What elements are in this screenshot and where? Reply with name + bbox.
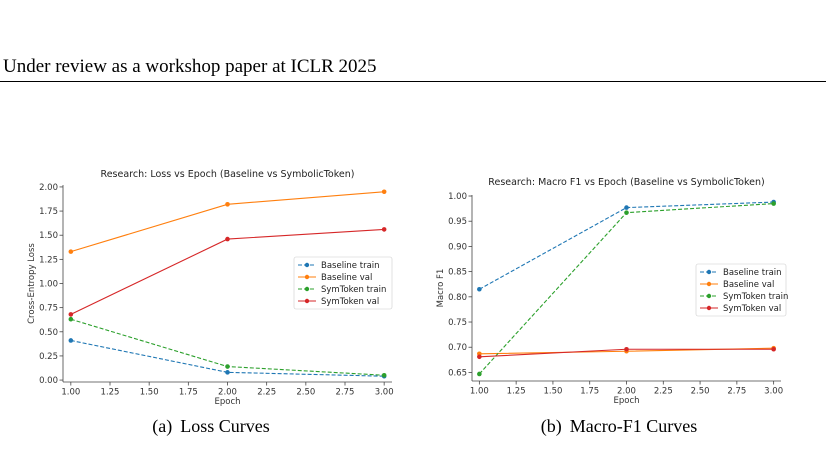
x-tick-label: 2.00 [218, 388, 237, 398]
x-axis-label: Epoch [214, 397, 240, 407]
caption-b-text: Macro-F1 Curves [569, 416, 698, 436]
y-tick-label: 1.00 [448, 192, 467, 202]
x-tick-label: 2.25 [257, 388, 276, 398]
y-tick-label: 0.85 [448, 268, 467, 278]
x-axis-label: Epoch [613, 396, 639, 406]
x-tick-label: 3.00 [375, 388, 394, 398]
legend-label-symtoken-train: SymToken train [723, 292, 788, 302]
y-tick-label: 0.25 [39, 352, 58, 362]
y-axis-label: Cross-Entropy Loss [27, 243, 37, 324]
y-tick-label: 0.50 [39, 328, 58, 338]
legend-marker-baseline-val [304, 274, 310, 280]
x-tick-label: 1.75 [580, 387, 599, 397]
legend-box [695, 263, 787, 317]
data-point-baseline-val [225, 202, 230, 207]
y-tick-label: 1.00 [39, 280, 58, 290]
legend-label-baseline-train: Baseline train [723, 268, 782, 278]
data-point-symtoken-train [771, 201, 776, 206]
data-point-symtoken-val [477, 354, 482, 360]
data-point-symtoken-train [381, 372, 387, 378]
legend-marker-baseline-val [706, 281, 712, 287]
data-point-symtoken-val [771, 346, 776, 352]
y-tick-label: 0.75 [448, 318, 467, 328]
data-point-baseline-val [68, 249, 74, 254]
y-tick-label: 1.25 [39, 255, 58, 265]
header-rule [0, 81, 826, 82]
legend-marker-symtoken-val [304, 298, 310, 304]
legend-label-baseline-val: Baseline val [321, 273, 372, 283]
y-tick-label: 0.80 [448, 293, 467, 303]
x-tick-label: 1.50 [543, 387, 562, 397]
y-tick-label: 2.00 [39, 183, 58, 193]
x-tick-label: 1.25 [507, 387, 526, 397]
y-tick-label: 0.70 [448, 343, 467, 353]
y-tick-label: 1.75 [39, 207, 58, 217]
data-point-baseline-train [225, 370, 230, 375]
x-tick-label: 3.00 [764, 387, 783, 397]
data-point-symtoken-train [68, 316, 74, 322]
data-point-symtoken-train [624, 210, 629, 215]
legend-marker-symtoken-train [706, 293, 712, 299]
data-point-symtoken-val [381, 227, 387, 232]
y-tick-label: 0.95 [448, 217, 467, 227]
chart-macro-f1: Research: Macro F1 vs Epoch (Baseline vs… [436, 177, 788, 406]
legend-label-symtoken-train: SymToken train [321, 285, 386, 295]
caption-a-number: (a) [152, 416, 173, 436]
legend-label-symtoken-val: SymToken val [321, 297, 379, 307]
chart-title: Research: Macro F1 vs Epoch (Baseline vs… [488, 177, 764, 188]
legend-marker-symtoken-train [304, 286, 310, 292]
data-point-baseline-val [381, 189, 387, 195]
x-tick-label: 1.50 [140, 388, 159, 398]
y-tick-label: 0.00 [39, 376, 58, 386]
caption-b: (b) Macro-F1 Curves [541, 416, 697, 437]
caption-a-text: Loss Curves [180, 416, 270, 436]
data-point-symtoken-val [624, 346, 629, 352]
x-tick-label: 1.00 [61, 388, 80, 398]
data-point-symtoken-val [68, 312, 74, 317]
x-tick-label: 2.75 [336, 388, 355, 398]
data-point-baseline-train [68, 338, 74, 343]
data-point-symtoken-val [225, 236, 230, 242]
y-axis-label: Macro F1 [436, 269, 446, 308]
x-tick-label: 1.75 [179, 388, 198, 398]
legend-box [293, 256, 393, 310]
legend-label-symtoken-val: SymToken val [723, 304, 781, 314]
x-tick-label: 1.25 [101, 388, 120, 398]
y-tick-label: 0.65 [448, 368, 467, 378]
x-tick-label: 2.00 [617, 387, 636, 397]
chart-loss: Research: Loss vs Epoch (Baseline vs Sym… [27, 169, 394, 407]
data-point-baseline-train [624, 205, 629, 210]
legend-marker-baseline-train [706, 269, 712, 275]
data-point-symtoken-train [225, 364, 230, 369]
caption-a: (a) Loss Curves [152, 416, 269, 437]
legend-label-baseline-val: Baseline val [723, 280, 774, 290]
y-tick-label: 0.75 [39, 304, 58, 314]
x-tick-label: 2.50 [296, 388, 315, 398]
running-head: Under review as a workshop paper at ICLR… [3, 56, 377, 77]
legend-marker-baseline-train [304, 262, 310, 268]
x-tick-label: 2.75 [727, 387, 746, 397]
caption-b-number: (b) [540, 416, 562, 436]
x-tick-label: 1.00 [470, 387, 489, 397]
data-point-symtoken-train [477, 371, 482, 377]
legend-label-baseline-train: Baseline train [321, 261, 380, 271]
y-tick-label: 0.90 [448, 242, 467, 252]
data-point-baseline-train [477, 286, 482, 292]
y-tick-label: 1.50 [39, 231, 58, 241]
x-tick-label: 2.50 [691, 387, 710, 397]
chart-title: Research: Loss vs Epoch (Baseline vs Sym… [101, 169, 355, 180]
series-line-baseline-val [70, 191, 385, 253]
x-tick-label: 2.25 [654, 387, 673, 397]
legend-marker-symtoken-val [706, 305, 712, 311]
